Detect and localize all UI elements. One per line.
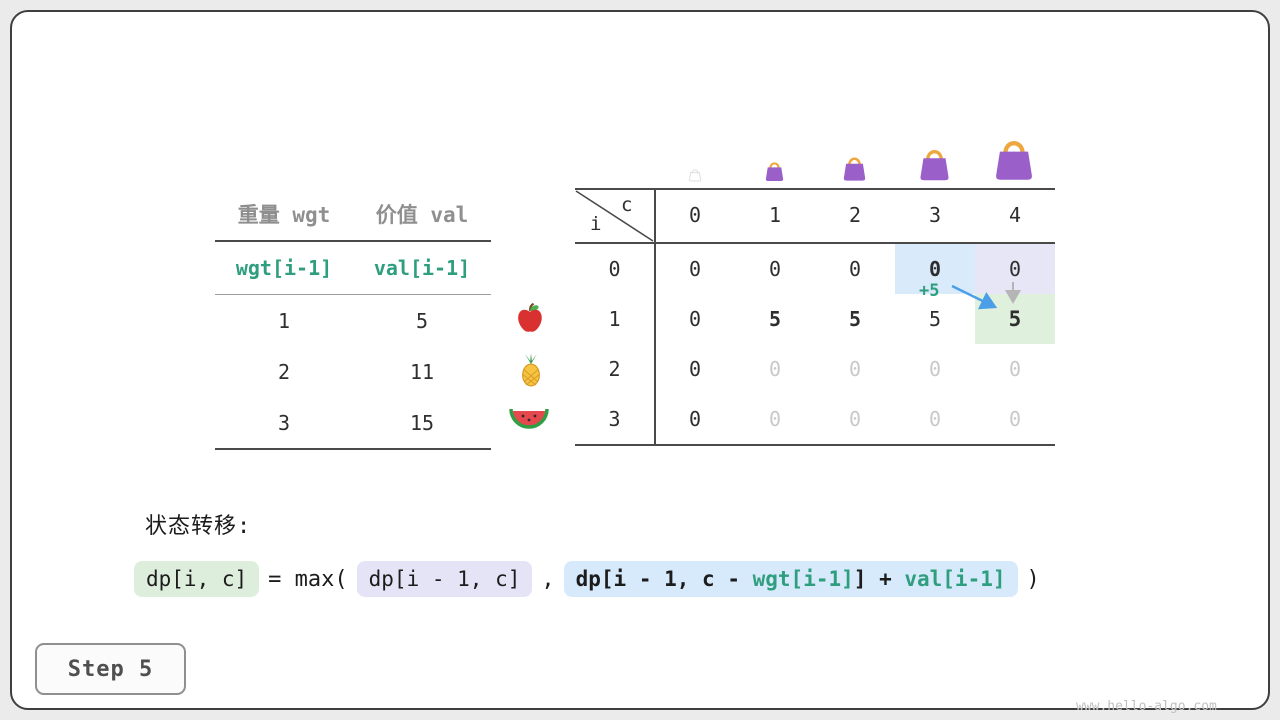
dp-cell-0-4-source-highlight: 0	[975, 244, 1055, 294]
bag-icon-capacity-4	[988, 132, 1040, 186]
items-table-index-row: wgt[i-1] val[i-1]	[215, 242, 491, 295]
formula-comma: ,	[541, 566, 555, 592]
row-header-0: 0	[608, 257, 621, 281]
bag-icon-capacity-1	[762, 158, 787, 186]
formula-arg2-part3: ] +	[853, 567, 905, 591]
row-header-1: 1	[608, 307, 621, 331]
dp-table-vertical-rule	[654, 188, 656, 446]
formula-arg2-chip: dp[i - 1, c - wgt[i-1]] + val[i-1]	[563, 561, 1018, 597]
item-row-1: 1 5	[215, 295, 491, 346]
state-transition-label: 状态转移:	[145, 514, 252, 539]
value-index-label: val[i-1]	[373, 256, 471, 280]
bag-icon-capacity-0	[687, 166, 703, 186]
dp-cell-3-4: 0	[1008, 407, 1022, 431]
dp-cell-0-0: 0	[688, 257, 702, 281]
formula-close-paren: )	[1026, 566, 1040, 592]
dp-table-header-rule	[575, 242, 1055, 244]
capacity-bags-row	[575, 124, 1055, 188]
plus-value-annotation: +5	[919, 281, 940, 301]
formula-arg2-wgt: wgt[i-1]	[752, 567, 854, 591]
item-2-weight: 2	[277, 359, 291, 384]
row-header-2: 2	[608, 357, 621, 381]
dp-cell-0-2: 0	[848, 257, 862, 281]
dp-cell-3-3: 0	[928, 407, 942, 431]
items-table-header: 重量 wgt 价值 val	[215, 188, 491, 242]
item-1-value: 5	[415, 308, 429, 333]
dp-cell-2-0: 0	[688, 357, 702, 381]
dp-row-headers: 0 1 2 3	[575, 244, 654, 444]
item-3-value: 15	[409, 410, 435, 435]
formula-arg2-val: val[i-1]	[904, 567, 1006, 591]
bag-icon-capacity-2	[839, 152, 870, 186]
weight-index-label: wgt[i-1]	[235, 256, 333, 280]
dp-cell-1-0: 0	[688, 307, 702, 331]
bag-icon-capacity-3	[914, 143, 955, 186]
corner-label-i: i	[590, 213, 602, 235]
item-row-2: 2 11	[215, 346, 491, 397]
formula-arg2-part1: dp[i - 1, c -	[575, 567, 753, 591]
item-1-weight: 1	[277, 308, 291, 333]
col-header-0: 0	[688, 203, 702, 227]
watermelon-icon	[509, 407, 549, 437]
col-header-4: 4	[1008, 203, 1022, 227]
watermark-url: www.hello-algo.com	[1076, 699, 1217, 714]
col-header-1: 1	[768, 203, 782, 227]
row-header-3: 3	[608, 407, 621, 431]
weight-column-header: 重量 wgt	[237, 203, 331, 227]
value-column-header: 价值 val	[375, 203, 469, 227]
dp-cell-3-1: 0	[768, 407, 782, 431]
dp-cell-2-3: 0	[928, 357, 942, 381]
pineapple-icon	[516, 350, 546, 394]
item-row-3: 3 15	[215, 397, 491, 450]
corner-label-c: c	[621, 194, 633, 216]
items-table: 重量 wgt 价值 val wgt[i-1] val[i-1] 1 5 2 11…	[215, 188, 491, 450]
state-transition-formula: dp[i, c] = max( dp[i - 1, c] , dp[i - 1,…	[134, 561, 1040, 597]
apple-icon	[514, 302, 546, 338]
formula-arg1-chip: dp[i - 1, c]	[356, 561, 533, 597]
dp-cell-1-4-current-highlight: 5	[975, 294, 1055, 344]
dp-cell-2-4: 0	[1008, 357, 1022, 381]
dp-cell-2-2: 0	[848, 357, 862, 381]
formula-lhs-chip: dp[i, c]	[134, 561, 260, 597]
dp-table-bottom-rule	[575, 444, 1055, 446]
dp-cell-3-0: 0	[688, 407, 702, 431]
dp-table-top-rule	[575, 188, 1055, 190]
corner-diagonal	[575, 190, 654, 242]
dp-column-headers: 0 1 2 3 4	[655, 188, 1055, 242]
dp-cell-1-3: 5	[928, 307, 942, 331]
dp-cell-0-1: 0	[768, 257, 782, 281]
dp-cell-1-2: 5	[848, 307, 862, 331]
col-header-2: 2	[848, 203, 862, 227]
item-3-weight: 3	[277, 410, 291, 435]
step-badge: Step 5	[35, 643, 186, 695]
col-header-3: 3	[928, 203, 942, 227]
dp-cell-1-1: 5	[768, 307, 782, 331]
dp-cell-2-1: 0	[768, 357, 782, 381]
formula-equals-max: = max(	[268, 566, 348, 592]
dp-cell-3-2: 0	[848, 407, 862, 431]
dp-table: c i 0 1 2 3 4 0 1 2 3 0 0 0 0 0 0 5 5 5 …	[575, 188, 1055, 446]
dp-cell-grid: 0 0 0 0 0 0 5 5 5 5 0 0 0 0 0 0 0 0 0 0	[655, 244, 1055, 444]
item-2-value: 11	[409, 359, 435, 384]
